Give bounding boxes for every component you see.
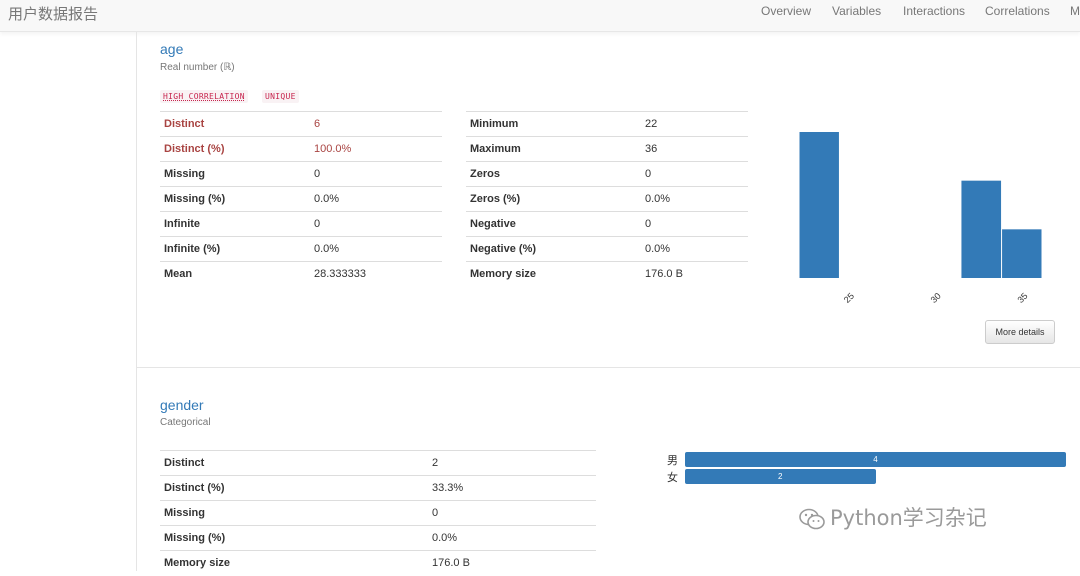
x-tick-label: 30: [929, 291, 943, 305]
nav-overview[interactable]: Overview: [761, 4, 812, 18]
stat-value: 0.0%: [310, 186, 442, 212]
stat-value: 0: [428, 500, 596, 526]
stat-row: Distinct (%) 100.0%: [160, 136, 442, 162]
stat-label: Negative: [466, 211, 641, 237]
nav-variables[interactable]: Variables: [832, 4, 882, 18]
stat-row: Zeros 0: [466, 161, 748, 187]
x-tick-label: 35: [1015, 291, 1029, 305]
stat-label: Zeros (%): [466, 186, 641, 212]
stat-label: Memory size: [466, 261, 641, 287]
stat-label: Missing (%): [160, 525, 428, 551]
stat-label: Distinct (%): [160, 136, 310, 162]
stat-value: 176.0 B: [428, 550, 596, 576]
nav-interactions[interactable]: Interactions: [903, 4, 966, 18]
stat-value: 0: [310, 211, 442, 237]
frequency-bar: 2: [685, 469, 876, 484]
stat-label: Infinite (%): [160, 236, 310, 262]
stat-value: 33.3%: [428, 475, 596, 501]
stat-row: Maximum 36: [466, 136, 748, 162]
stat-label: Minimum: [466, 111, 641, 137]
stat-row: Distinct (%) 33.3%: [160, 475, 596, 501]
stat-row: Memory size 176.0 B: [160, 550, 596, 576]
variable-type-gender: Categorical: [160, 417, 211, 428]
stat-row: Infinite 0: [160, 211, 442, 237]
stat-value: 0: [641, 161, 748, 187]
stat-row: Distinct 2: [160, 450, 596, 476]
stat-value: 0.0%: [428, 525, 596, 551]
stat-value: 2: [428, 450, 596, 476]
variable-name-age[interactable]: age: [160, 41, 184, 57]
stat-value: 22: [641, 111, 748, 137]
stat-row: Minimum 22: [466, 111, 748, 137]
stat-label: Infinite: [160, 211, 310, 237]
nav-more[interactable]: M: [1070, 4, 1080, 18]
top-navbar: 用户数据报告 Overview Variables Interactions C…: [0, 0, 1080, 32]
stat-label: Distinct (%): [160, 475, 428, 501]
stat-value: 0: [310, 161, 442, 187]
x-tick-label: 25: [842, 291, 856, 305]
histogram-bar: [961, 180, 1002, 278]
section-divider: [137, 367, 1080, 368]
stat-label: Missing: [160, 500, 428, 526]
stat-row: Memory size 176.0 B: [466, 261, 748, 287]
gender-stats-table: Distinct 2 Distinct (%) 33.3% Missing 0 Missin…: [160, 450, 596, 576]
stat-value: 28.333333: [310, 261, 442, 287]
stat-row: Missing (%) 0.0%: [160, 525, 596, 551]
wechat-icon: [799, 508, 825, 530]
watermark: Python学习杂记: [798, 502, 987, 532]
stat-row: Infinite (%) 0.0%: [160, 236, 442, 262]
stat-value: 36: [641, 136, 748, 162]
watermark-text: Python学习杂记: [830, 506, 987, 530]
category-label: 男: [667, 454, 678, 467]
variable-type-age: Real number (ℝ): [160, 62, 235, 73]
stat-value: 176.0 B: [641, 261, 748, 287]
frequency-bar: 4: [685, 452, 1066, 467]
more-details-button[interactable]: More details: [985, 320, 1055, 344]
histogram-bar: [1002, 229, 1042, 278]
stat-label: Maximum: [466, 136, 641, 162]
stat-label: Zeros: [466, 161, 641, 187]
stat-label: Memory size: [160, 550, 428, 576]
tag-unique: UNIQUE: [262, 90, 299, 103]
stat-row: Zeros (%) 0.0%: [466, 186, 748, 212]
tag-high-correlation[interactable]: HIGH CORRELATION: [160, 90, 248, 103]
stat-value: 0.0%: [310, 236, 442, 262]
stat-row: Missing 0: [160, 161, 442, 187]
stat-value: 0: [641, 211, 748, 237]
stat-row: Mean 28.333333: [160, 261, 442, 287]
age-stats-table-right: Minimum 22 Maximum 36 Zeros 0 Zeros (%) 0.0% Neg…: [466, 111, 748, 287]
report-title[interactable]: 用户数据报告: [8, 5, 99, 23]
stat-row: Missing 0: [160, 500, 596, 526]
stat-label: Mean: [160, 261, 310, 287]
stat-label: Missing (%): [160, 186, 310, 212]
variables-panel: age Real number (ℝ) HIGH CORRELATION UNI…: [136, 32, 1080, 576]
stat-value: 0.0%: [641, 236, 748, 262]
stat-label: Negative (%): [466, 236, 641, 262]
nav-correlations[interactable]: Correlations: [985, 4, 1050, 18]
category-label: 女: [667, 471, 678, 484]
stat-label: Missing: [160, 161, 310, 187]
stat-row: Negative (%) 0.0%: [466, 236, 748, 262]
stat-value: 100.0%: [310, 136, 442, 162]
histogram-bar: [799, 132, 839, 278]
stat-value: 6: [310, 111, 442, 137]
stat-row: Missing (%) 0.0%: [160, 186, 442, 212]
stat-value: 0.0%: [641, 186, 748, 212]
stat-label: Distinct: [160, 111, 310, 137]
stat-label: Distinct: [160, 450, 428, 476]
age-stats-table-left: Distinct 6 Distinct (%) 100.0% Missing 0 Missi…: [160, 111, 442, 287]
variable-name-gender[interactable]: gender: [160, 397, 204, 413]
age-histogram: 25 30 35: [799, 132, 1042, 305]
stat-row: Distinct 6: [160, 111, 442, 137]
stat-row: Negative 0: [466, 211, 748, 237]
